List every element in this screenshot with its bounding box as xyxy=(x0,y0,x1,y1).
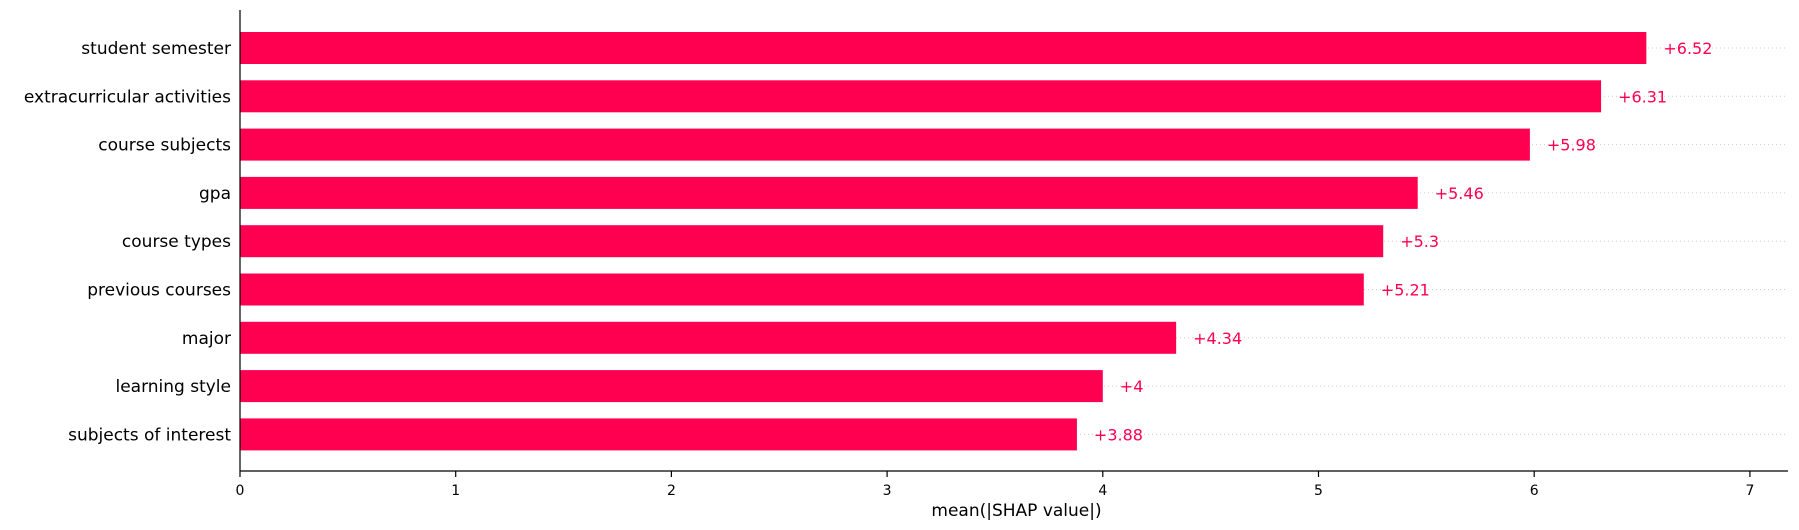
value-labels: +6.52 +6.31 +5.98 +5.46 +5.3 +5.21 +4.34 +4 +3.8… xyxy=(1094,39,1712,444)
category-label: student semester xyxy=(81,39,231,59)
x-tick-label: 3 xyxy=(883,483,892,499)
x-ticks: 0 1 2 3 4 5 6 7 xyxy=(236,471,1754,499)
value-label: +4.34 xyxy=(1193,329,1242,348)
bar-major xyxy=(240,321,1177,354)
category-label: extracurricular activities xyxy=(24,87,231,107)
x-tick-label: 4 xyxy=(1098,483,1107,499)
x-tick-label: 1 xyxy=(451,483,460,499)
category-label: subjects of interest xyxy=(68,425,231,445)
bar-gpa xyxy=(240,176,1418,209)
value-label: +3.88 xyxy=(1094,425,1143,444)
category-label: gpa xyxy=(199,184,231,204)
x-tick-label: 6 xyxy=(1530,483,1539,499)
x-tick-label: 7 xyxy=(1745,483,1754,499)
value-label: +5.98 xyxy=(1547,136,1596,155)
category-label: previous courses xyxy=(87,281,231,301)
bar-student-semester xyxy=(240,32,1647,64)
x-tick-label: 5 xyxy=(1314,483,1323,499)
bar-previous-courses xyxy=(240,273,1364,306)
value-label: +6.31 xyxy=(1618,87,1667,106)
bars xyxy=(240,32,1647,451)
value-label: +5.46 xyxy=(1435,184,1484,203)
x-axis-title: mean(|SHAP value|) xyxy=(931,501,1101,521)
bar-course-types xyxy=(240,225,1384,258)
value-label: +6.52 xyxy=(1663,39,1712,58)
bar-learning-style xyxy=(240,370,1103,403)
value-label: +5.3 xyxy=(1400,232,1439,251)
bar-subjects-of-interest xyxy=(240,418,1077,451)
x-tick-label: 0 xyxy=(236,483,245,499)
value-label: +5.21 xyxy=(1381,281,1430,300)
bar-extracurricular-activities xyxy=(240,80,1602,113)
bar-course-subjects xyxy=(240,128,1530,161)
x-tick-label: 2 xyxy=(667,483,676,499)
category-labels: student semester extracurricular activiti… xyxy=(24,39,231,445)
value-label: +4 xyxy=(1120,377,1144,396)
category-label: learning style xyxy=(115,377,231,397)
category-label: course types xyxy=(122,232,231,252)
category-label: major xyxy=(182,329,231,349)
category-label: course subjects xyxy=(98,136,231,156)
